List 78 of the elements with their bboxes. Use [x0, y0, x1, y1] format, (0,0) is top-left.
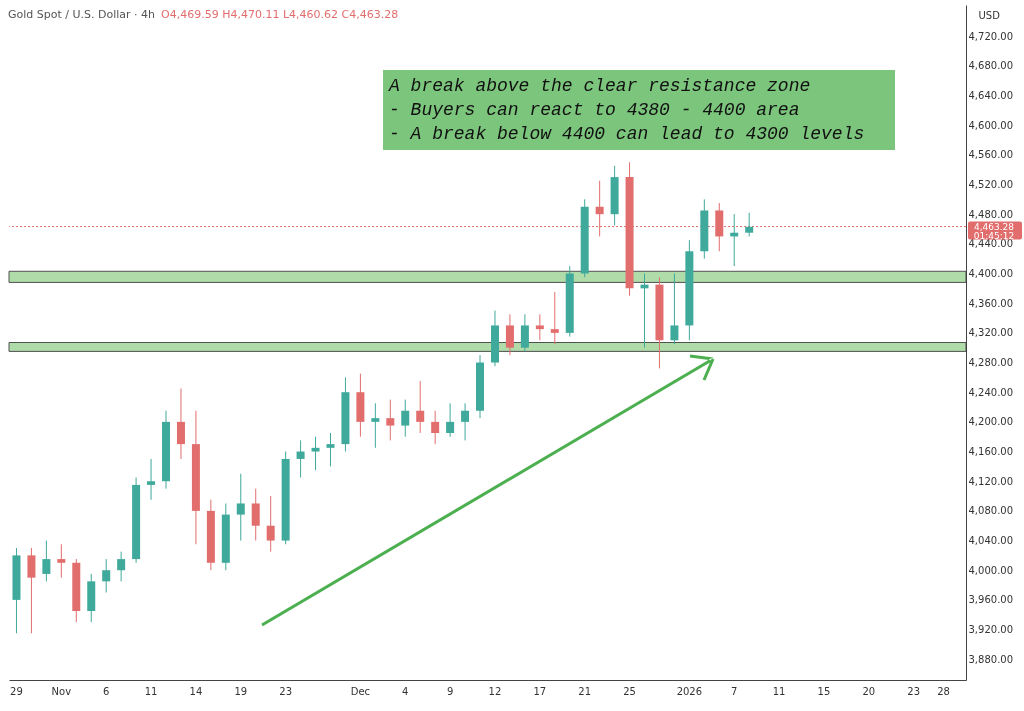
y-tick-label: 4,640.00: [968, 89, 1014, 101]
x-tick-label: 4: [402, 685, 409, 697]
chart-title: Gold Spot / U.S. Dollar · 4h: [8, 8, 156, 21]
candlestick: [670, 273, 679, 345]
y-tick-label: 4,280.00: [968, 357, 1014, 369]
candlestick: [27, 547, 36, 634]
x-tick-label: 19: [234, 685, 248, 697]
candlestick: [446, 402, 455, 438]
candlestick: [42, 540, 51, 582]
x-tick-label: 12: [488, 685, 502, 697]
candlestick: [371, 402, 380, 449]
x-tick-label: 20: [862, 685, 876, 697]
y-tick-label: 4,240.00: [968, 386, 1014, 398]
candlestick: [416, 380, 425, 434]
x-tick-label: 29: [10, 685, 23, 697]
y-tick-label: 4,120.00: [968, 475, 1014, 487]
text: 01:45:12: [973, 230, 1015, 241]
candlestick: [431, 410, 440, 445]
x-tick-label: 28: [937, 685, 950, 697]
x-tick-label: 23: [907, 685, 921, 697]
x-tick-label: 21: [578, 685, 592, 697]
chart-subtitle: O4,469.59 H4,470.11 L4,460.62 C4,463.28: [161, 8, 399, 21]
candlestick: [535, 313, 544, 341]
x-tick-label: 23: [279, 685, 292, 697]
candlestick: [326, 432, 335, 467]
ref-line-label: 4,463.28: [973, 221, 1015, 232]
x-tick-label: 2026: [676, 685, 703, 697]
y-tick-label: 4,400.00: [968, 268, 1014, 280]
candlestick: [401, 399, 410, 438]
annotation: A break above the clear resistance zone: [389, 75, 812, 98]
y-tick-label: 4,360.00: [968, 297, 1014, 309]
candlestick: [311, 436, 320, 471]
y-tick-label: 4,080.00: [968, 505, 1014, 517]
y-tick-label: 4,480.00: [968, 208, 1014, 220]
x-tick-label: 25: [623, 685, 636, 697]
candlestick: [745, 212, 754, 237]
y-tick-label: 3,920.00: [968, 624, 1014, 636]
candlestick: [102, 558, 111, 593]
x-tick-label: 6: [103, 685, 110, 697]
y-tick-label: 4,200.00: [968, 416, 1014, 428]
candlestick: [266, 495, 275, 553]
x-tick-label: 11: [144, 685, 158, 697]
y-tick-label: 4,000.00: [968, 564, 1014, 576]
y-tick-label: 4,040.00: [968, 535, 1014, 547]
x-tick-label: Nov: [51, 685, 72, 697]
x-tick-label: 15: [817, 685, 831, 697]
y-tick-label: 4,720.00: [968, 30, 1014, 42]
y-axis-title: USD: [978, 9, 1001, 21]
x-tick-label: 11: [772, 685, 786, 697]
candlestick: [117, 551, 126, 582]
x-tick-label: 14: [189, 685, 203, 697]
candlestick: [296, 439, 305, 478]
candlestick: [147, 458, 156, 501]
y-tick-label: 4,320.00: [968, 327, 1014, 339]
y-tick-label: 4,600.00: [968, 119, 1014, 131]
x-tick-label: 17: [533, 685, 547, 697]
candlestick: [251, 488, 260, 542]
x-tick-label: Dec: [350, 685, 371, 697]
callout-box: A break above the clear resistance zone - Buyers can react to 4380 - 4400 area - A break below 4400 can lead to 4300 levels: [383, 70, 895, 150]
y-tick-label: 4,440.00: [968, 238, 1014, 250]
candlestick: [520, 313, 529, 352]
candlestick: [236, 473, 245, 542]
y-tick-label: 4,680.00: [968, 60, 1014, 72]
annotation: - Buyers can react to 4380 - 4400 area: [389, 99, 801, 122]
x-tick-label: 7: [731, 685, 738, 697]
candlestick: [461, 402, 470, 441]
candlestick: [386, 399, 395, 441]
candlestick: [550, 291, 559, 345]
candlestick: [176, 387, 185, 460]
x-tick-label: 9: [446, 685, 454, 697]
y-tick-label: 4,560.00: [968, 149, 1014, 161]
annotation: - A break below 4400 can lead to 4300 levels: [389, 123, 866, 146]
y-tick-label: 3,880.00: [968, 653, 1014, 665]
candlestick: [57, 543, 66, 579]
candlestick: [505, 313, 514, 356]
y-tick-label: 3,960.00: [968, 594, 1014, 606]
y-tick-label: 4,520.00: [968, 179, 1014, 191]
y-tick-label: 4,160.00: [968, 446, 1014, 458]
